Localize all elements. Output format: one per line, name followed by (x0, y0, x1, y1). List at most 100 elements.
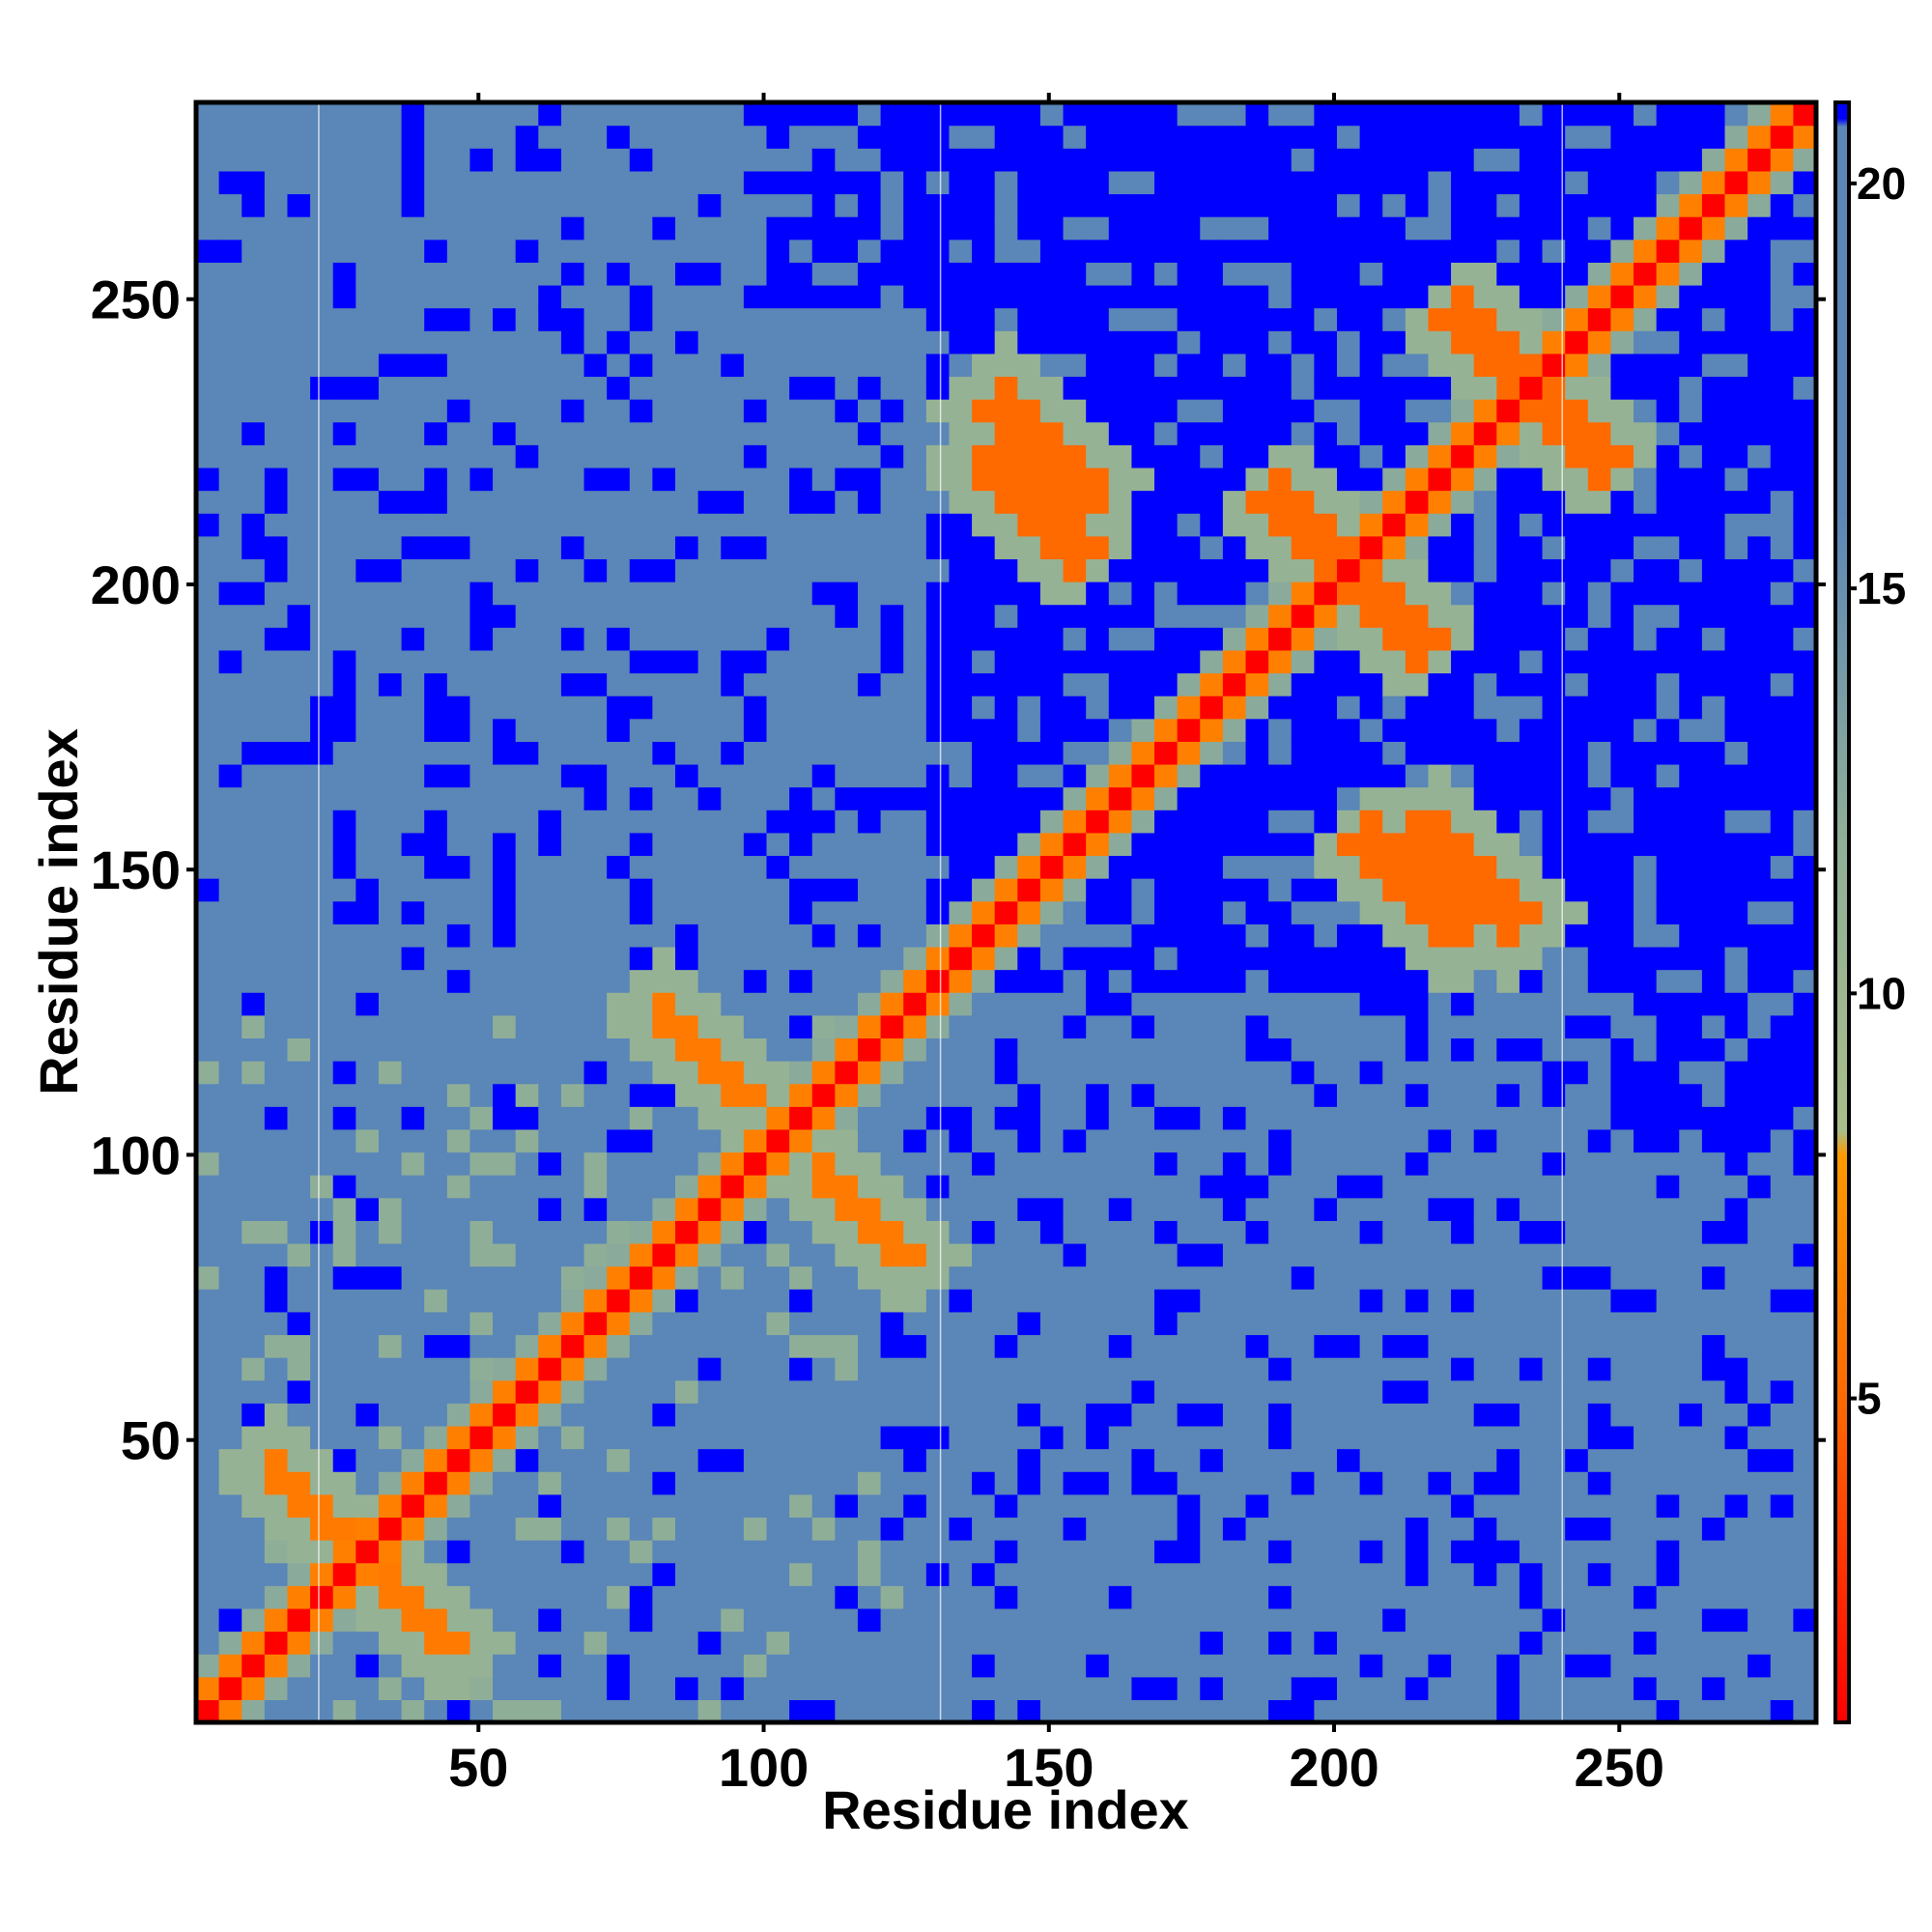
heatmap-cell (1565, 604, 1589, 628)
heatmap-cell (1382, 855, 1406, 879)
heatmap-cell (1496, 741, 1520, 765)
heatmap-cell (629, 1265, 653, 1290)
heatmap-cell (1405, 1037, 1430, 1062)
heatmap-cell (903, 1197, 927, 1221)
heatmap-cell (242, 672, 266, 696)
heatmap-cell (1405, 1448, 1430, 1472)
heatmap-cell (766, 1197, 790, 1221)
heatmap-cell (1451, 490, 1475, 514)
heatmap-cell (766, 284, 790, 309)
heatmap-cell (1382, 239, 1406, 263)
heatmap-cell (196, 125, 220, 149)
heatmap-cell (401, 1654, 425, 1678)
heatmap-cell (560, 1607, 585, 1633)
heatmap-cell (242, 262, 266, 286)
heatmap-cell (1473, 125, 1497, 149)
heatmap-cell (538, 992, 562, 1016)
heatmap-cell (1131, 1357, 1155, 1381)
heatmap-cell (857, 1289, 882, 1313)
heatmap-cell (1177, 946, 1201, 971)
heatmap-cell (1222, 1197, 1247, 1221)
heatmap-cell (1086, 1175, 1110, 1199)
heatmap-cell (629, 582, 653, 606)
heatmap-cell (1770, 1128, 1794, 1153)
heatmap-cell (538, 1379, 562, 1404)
heatmap-cell (835, 513, 859, 537)
heatmap-cell (903, 125, 927, 149)
heatmap-cell (1245, 1106, 1269, 1130)
heatmap-cell (1108, 444, 1133, 469)
heatmap-cell (1428, 421, 1452, 445)
heatmap-cell (355, 696, 380, 720)
heatmap-cell (1724, 1083, 1748, 1107)
heatmap-cell (424, 1403, 448, 1427)
heatmap-cell (972, 1265, 996, 1290)
heatmap-cell (1519, 1676, 1544, 1700)
heatmap-cell (652, 1014, 676, 1039)
heatmap-cell (1565, 490, 1589, 514)
heatmap-cell (1268, 216, 1293, 241)
heatmap-cell (652, 193, 676, 217)
heatmap-cell (1496, 627, 1520, 651)
heatmap-cell (332, 193, 356, 217)
heatmap-cell (560, 878, 585, 902)
heatmap-cell (835, 1151, 859, 1176)
heatmap-cell (310, 399, 334, 423)
heatmap-cell (583, 1448, 608, 1472)
heatmap-cell (721, 1562, 745, 1586)
heatmap-cell (1177, 1037, 1201, 1062)
heatmap-cell (1634, 1403, 1658, 1427)
heatmap-cell (1291, 148, 1315, 172)
heatmap-cell (1039, 1334, 1065, 1358)
heatmap-cell (1131, 353, 1155, 378)
heatmap-cell (1473, 284, 1497, 309)
heatmap-cell (493, 353, 517, 378)
heatmap-cell (424, 558, 448, 582)
heatmap-cell (218, 1175, 242, 1199)
heatmap-cell (1382, 262, 1406, 286)
heatmap-cell (1291, 832, 1315, 857)
heatmap-cell (1359, 1037, 1383, 1062)
heatmap-cell (1154, 923, 1179, 948)
heatmap-cell (1291, 1540, 1315, 1564)
heatmap-cell (401, 353, 425, 378)
heatmap-cell (1291, 604, 1315, 628)
heatmap-cell (493, 1562, 517, 1586)
heatmap-cell (1336, 1242, 1361, 1267)
heatmap-cell (1634, 513, 1658, 537)
heatmap-cell (446, 1061, 471, 1085)
heatmap-cell (264, 992, 289, 1016)
heatmap-cell (196, 923, 220, 948)
heatmap-cell (607, 1607, 631, 1633)
heatmap-cell (538, 1197, 562, 1221)
heatmap-cell (218, 399, 242, 423)
heatmap-cell (880, 1631, 904, 1655)
heatmap-cell (196, 786, 220, 810)
heatmap-cell (903, 900, 927, 924)
heatmap-cell (1154, 855, 1179, 879)
heatmap-cell (1473, 1699, 1497, 1723)
heatmap-cell (1086, 1607, 1110, 1633)
heatmap-cell (1268, 467, 1293, 492)
heatmap-cell (1770, 262, 1794, 286)
heatmap-cell (675, 1493, 699, 1519)
heatmap-cell (1291, 193, 1315, 217)
heatmap-cell (196, 582, 220, 606)
heatmap-cell (1245, 1061, 1269, 1085)
heatmap-cell (1359, 1083, 1383, 1107)
heatmap-cell (1565, 718, 1589, 742)
heatmap-cell (196, 1654, 220, 1678)
heatmap-cell (675, 330, 699, 355)
heatmap-cell (401, 1357, 425, 1381)
heatmap-cell (1222, 1265, 1247, 1290)
heatmap-cell (994, 649, 1018, 674)
heatmap-cell (1405, 239, 1430, 263)
heatmap-cell (949, 330, 973, 355)
heatmap-cell (1793, 1585, 1817, 1609)
heatmap-cell (1793, 1242, 1817, 1267)
heatmap-cell (743, 582, 768, 606)
heatmap-cell (218, 284, 242, 309)
heatmap-cell (493, 148, 517, 172)
heatmap-cell (972, 1061, 996, 1085)
